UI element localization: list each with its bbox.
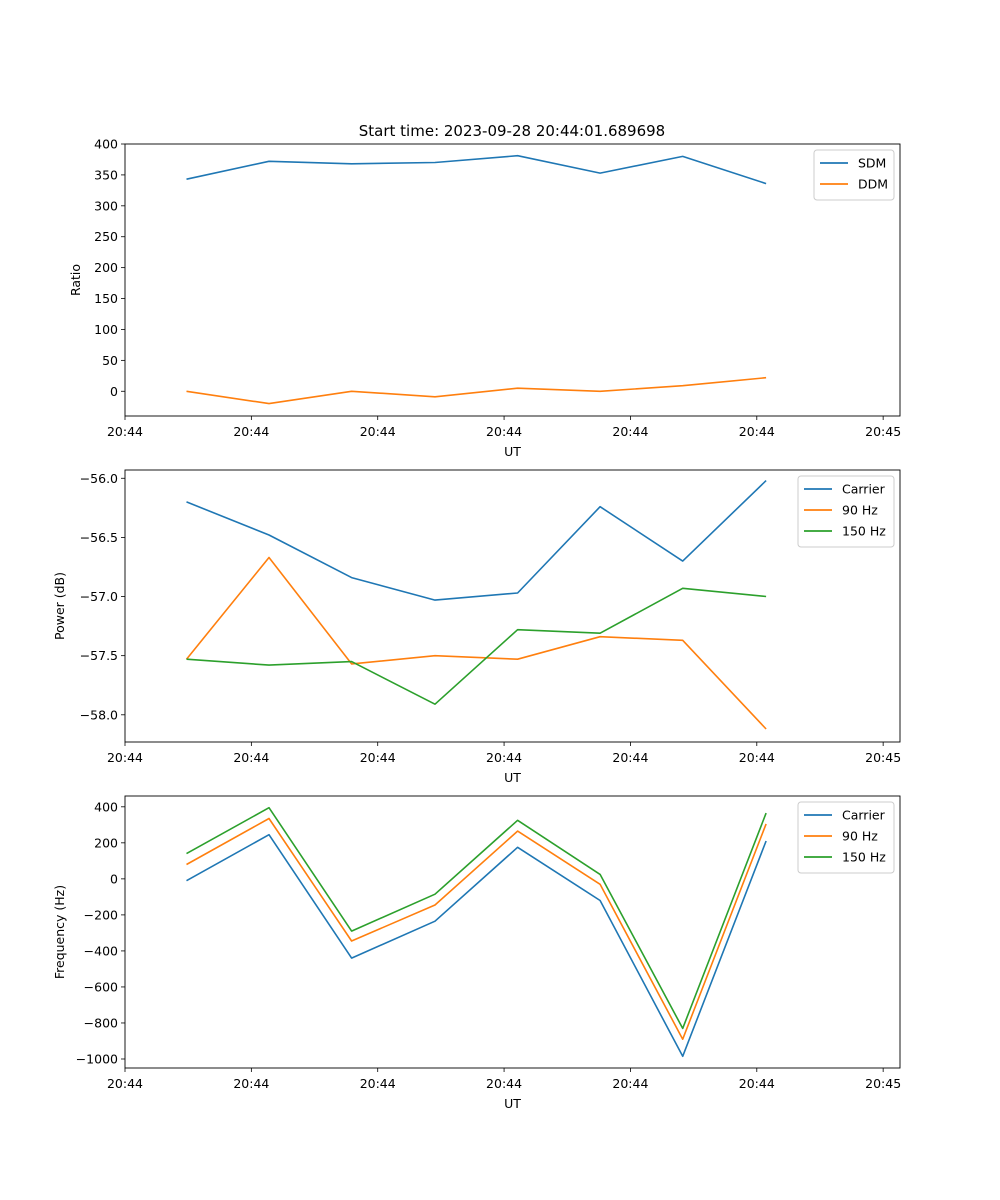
y-tick-label: −56.0: [80, 471, 118, 486]
y-tick-label: 50: [102, 353, 118, 368]
y-tick-label: −600: [84, 979, 118, 994]
x-tick-label: 20:44: [612, 750, 648, 765]
legend: SDM DDM: [813, 149, 895, 201]
y-tick-label: −800: [84, 1015, 118, 1030]
subplot-ratio: 0 50 100 150 200 250 300 350 400 20:44 20:44 20:44 2…: [68, 137, 901, 460]
x-tick-label: 20:44: [360, 1076, 396, 1091]
x-tick-label: 20:45: [865, 750, 901, 765]
y-tick-label: 0: [110, 871, 118, 886]
y-tick-label: 400: [94, 137, 118, 152]
legend: Carrier 90 Hz 150 Hz: [797, 801, 895, 874]
legend-label-90-hz: 90 Hz: [842, 829, 878, 844]
x-tick-label: 20:44: [233, 1076, 269, 1091]
series-line-carrier: [186, 480, 767, 601]
y-tick-label: 200: [94, 835, 118, 850]
x-tick-label: 20:44: [486, 750, 522, 765]
series-line-150-hz: [186, 587, 767, 706]
y-tick-label: −200: [84, 907, 118, 922]
subplot-frequency: −1000 −800 −600 −400 −200 0 200 400 20:44 20:44 20…: [52, 795, 901, 1111]
x-tick-label: 20:44: [233, 424, 269, 439]
y-tick-label: 400: [94, 799, 118, 814]
x-axis-label: UT: [504, 1096, 521, 1111]
y-axis-label: Ratio: [68, 264, 83, 296]
x-tick-label: 20:44: [739, 424, 775, 439]
y-tick-label: −57.0: [80, 589, 118, 604]
x-tick-label: 20:44: [739, 750, 775, 765]
x-tick-label: 20:44: [486, 1076, 522, 1091]
y-tick-label: −56.5: [80, 530, 118, 545]
y-tick-label: 350: [94, 167, 118, 182]
series-line-sdm: [186, 154, 767, 185]
series-line-carrier: [186, 833, 767, 1058]
legend-label-ddm: DDM: [858, 177, 888, 192]
axes-frame: [124, 143, 901, 417]
y-tick-label: −400: [84, 943, 118, 958]
axes-frame: [124, 469, 901, 743]
x-tick-label: 20:44: [107, 750, 143, 765]
legend-label-90-hz: 90 Hz: [842, 503, 878, 518]
x-tick-label: 20:44: [739, 1076, 775, 1091]
axes-frame: [124, 795, 901, 1069]
y-axis-label: Frequency (Hz): [52, 885, 67, 979]
x-axis-label: UT: [504, 444, 521, 459]
x-tick-label: 20:44: [486, 424, 522, 439]
figure-title: Start time: 2023-09-28 20:44:01.689698: [359, 122, 665, 140]
legend-frame: [797, 475, 895, 548]
legend-label-carrier: Carrier: [842, 482, 886, 497]
y-tick-label: 100: [94, 322, 118, 337]
y-axis-label: Power (dB): [52, 572, 67, 640]
x-tick-label: 20:44: [360, 424, 396, 439]
legend-label-carrier: Carrier: [842, 808, 886, 823]
y-tick-label: −1000: [76, 1051, 118, 1066]
y-tick-label: −58.0: [80, 707, 118, 722]
y-tick-label: 200: [94, 260, 118, 275]
legend-frame: [797, 801, 895, 874]
legend-label-sdm: SDM: [858, 156, 886, 171]
x-tick-label: 20:44: [233, 750, 269, 765]
y-tick-label: 300: [94, 198, 118, 213]
subplots: 0 50 100 150 200 250 300 350 400 20:44 20:44 20:44 2…: [52, 137, 901, 1112]
y-tick-label: 150: [94, 291, 118, 306]
x-tick-label: 20:44: [360, 750, 396, 765]
x-axis-label: UT: [504, 770, 521, 785]
y-tick-label: −57.5: [80, 648, 118, 663]
x-tick-label: 20:44: [612, 424, 648, 439]
legend-label-150-hz: 150 Hz: [842, 524, 886, 539]
legend: Carrier 90 Hz 150 Hz: [797, 475, 895, 548]
x-tick-label: 20:44: [107, 1076, 143, 1091]
legend-label-150-hz: 150 Hz: [842, 850, 886, 865]
x-tick-label: 20:45: [865, 424, 901, 439]
series-line-90-hz: [186, 817, 767, 1040]
x-tick-label: 20:44: [612, 1076, 648, 1091]
x-tick-label: 20:45: [865, 1076, 901, 1091]
y-tick-label: 250: [94, 229, 118, 244]
series-line-150-hz: [186, 806, 767, 1030]
y-tick-label: 0: [110, 384, 118, 399]
series-line-ddm: [186, 376, 767, 405]
subplot-power: −58.0 −57.5 −57.0 −56.5 −56.0 20:44 20:44 20:44…: [52, 469, 901, 785]
x-tick-label: 20:44: [107, 424, 143, 439]
series-line-90-hz: [185, 556, 767, 730]
